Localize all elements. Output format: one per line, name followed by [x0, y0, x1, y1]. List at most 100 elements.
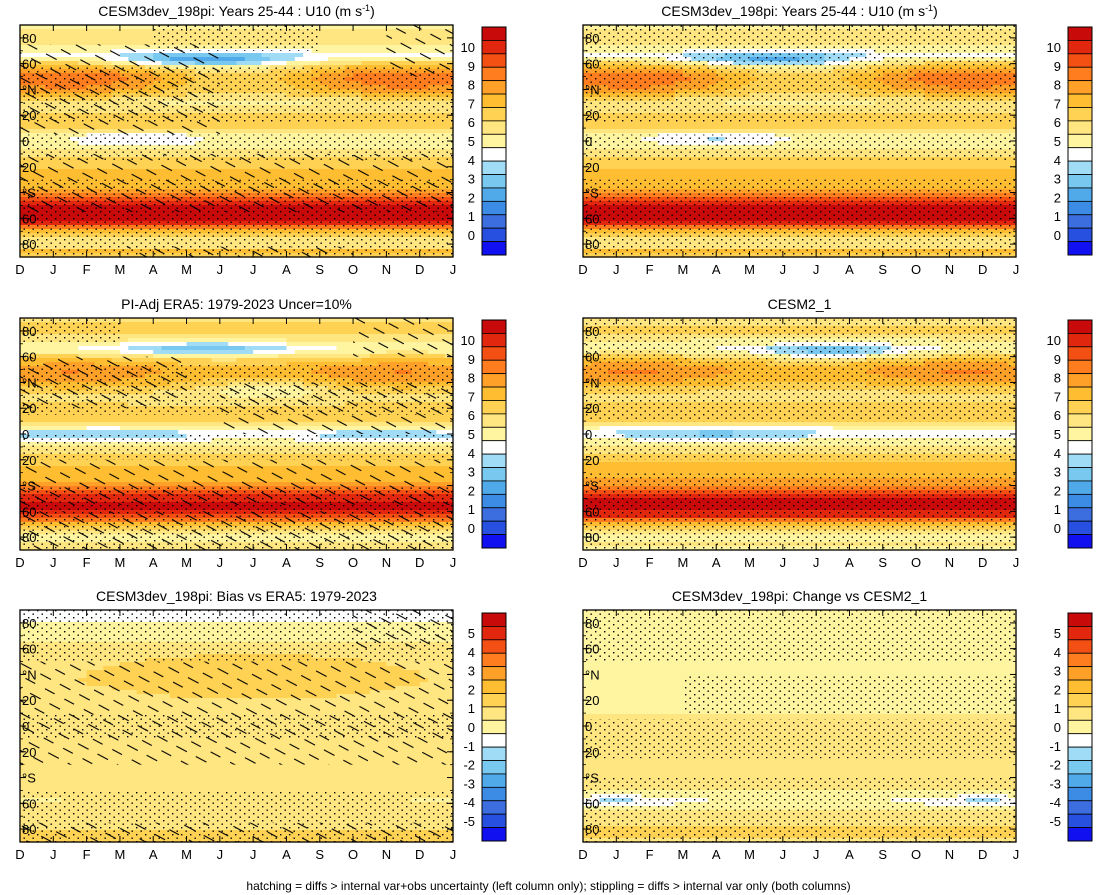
- colorbar-tick-label: 4: [468, 153, 475, 168]
- panel-p1: CESM3dev_198pi: Years 25-44 : U10 (m s-1…: [15, 3, 507, 277]
- field-cell: [278, 121, 288, 126]
- field-cell: [294, 61, 304, 66]
- hatch-region: [20, 44, 220, 135]
- field-cell: [807, 161, 817, 166]
- field-cell: [674, 165, 684, 170]
- field-cell: [632, 161, 642, 166]
- field-cell: [319, 53, 329, 58]
- field-cell: [236, 129, 246, 134]
- field-cell: [657, 165, 667, 170]
- field-cell: [336, 37, 346, 42]
- field-cell: [907, 125, 917, 130]
- field-cell: [991, 125, 1000, 130]
- field-cell: [899, 129, 909, 134]
- field-cell: [932, 129, 942, 134]
- field-cell: [691, 125, 701, 130]
- field-cell: [286, 129, 296, 134]
- field-cell: [999, 161, 1009, 166]
- field-cell: [328, 25, 338, 30]
- field-cell: [286, 61, 296, 66]
- field-cell: [749, 129, 759, 134]
- field-cell: [378, 57, 387, 62]
- field-cell: [278, 49, 288, 54]
- field-cell: [791, 129, 801, 134]
- field-cell: [336, 41, 346, 46]
- field-cell: [353, 121, 363, 126]
- field-cell: [991, 161, 1000, 166]
- field-cell: [144, 29, 154, 34]
- field-cell: [907, 161, 917, 166]
- panel-p2: CESM3dev_198pi: Years 25-44 : U10 (m s-1…: [578, 3, 1093, 277]
- field-cell: [807, 125, 817, 130]
- x-tick-label: M: [181, 262, 192, 277]
- field-cell: [328, 53, 338, 58]
- field-cell: [378, 25, 387, 30]
- field-cell: [344, 129, 354, 134]
- field-cell: [857, 161, 867, 166]
- x-tick-label: J: [450, 262, 457, 277]
- field-cell: [1007, 125, 1017, 130]
- field-cell: [94, 25, 104, 30]
- field-cell: [991, 121, 1000, 126]
- colorbar-swatch: [481, 200, 507, 216]
- field-cell: [361, 37, 371, 42]
- field-cell: [616, 161, 626, 166]
- field-cell: [36, 33, 46, 38]
- field-cell: [44, 37, 54, 42]
- field-cell: [882, 161, 892, 166]
- colorbar-tick-label: 1: [468, 209, 475, 224]
- field-cell: [328, 61, 338, 66]
- field-cell: [336, 49, 346, 54]
- field-cell: [278, 125, 288, 130]
- field-cell: [591, 129, 601, 134]
- field-cell: [824, 129, 834, 134]
- field-cell: [69, 37, 79, 42]
- field-cell: [244, 61, 254, 66]
- field-cell: [369, 129, 379, 134]
- field-cell: [61, 37, 71, 42]
- field-cell: [657, 161, 667, 166]
- field-cell: [707, 121, 717, 126]
- field-cell: [344, 45, 354, 50]
- field-cell: [336, 45, 346, 50]
- field-cell: [444, 121, 454, 126]
- field-cell: [236, 61, 246, 66]
- field-cell: [336, 129, 346, 134]
- field-cell: [228, 129, 238, 134]
- field-cell: [369, 45, 379, 50]
- field-cell: [353, 53, 363, 58]
- field-cell: [641, 125, 651, 130]
- x-tick-label: S: [315, 262, 324, 277]
- field-cell: [69, 41, 79, 46]
- field-cell: [999, 125, 1009, 130]
- field-cell: [732, 125, 742, 130]
- field-cell: [219, 61, 229, 66]
- field-cell: [666, 125, 676, 130]
- field-cell: [294, 57, 304, 62]
- field-cell: [411, 125, 421, 130]
- field-cell: [691, 121, 701, 126]
- field-cell: [941, 121, 950, 126]
- field-cell: [824, 125, 834, 130]
- field-cell: [311, 49, 321, 54]
- field-cell: [361, 29, 371, 34]
- field-cell: [36, 37, 46, 42]
- field-cell: [328, 37, 338, 42]
- colorbar-tick-label: 2: [468, 190, 475, 205]
- field-cell: [428, 125, 437, 130]
- field-cell: [378, 45, 387, 50]
- field-cell: [219, 129, 229, 134]
- field-cell: [253, 49, 263, 54]
- field-cell: [294, 121, 304, 126]
- field-cell: [294, 49, 304, 54]
- field-cell: [253, 61, 263, 66]
- field-cell: [791, 125, 801, 130]
- field-cell: [866, 121, 876, 126]
- field-cell: [294, 125, 304, 130]
- y-tick-label: 60: [22, 211, 36, 226]
- field-cell: [716, 125, 726, 130]
- field-cell: [699, 129, 709, 134]
- field-cell: [228, 57, 238, 62]
- x-tick-label: F: [83, 262, 91, 277]
- field-cell: [832, 121, 842, 126]
